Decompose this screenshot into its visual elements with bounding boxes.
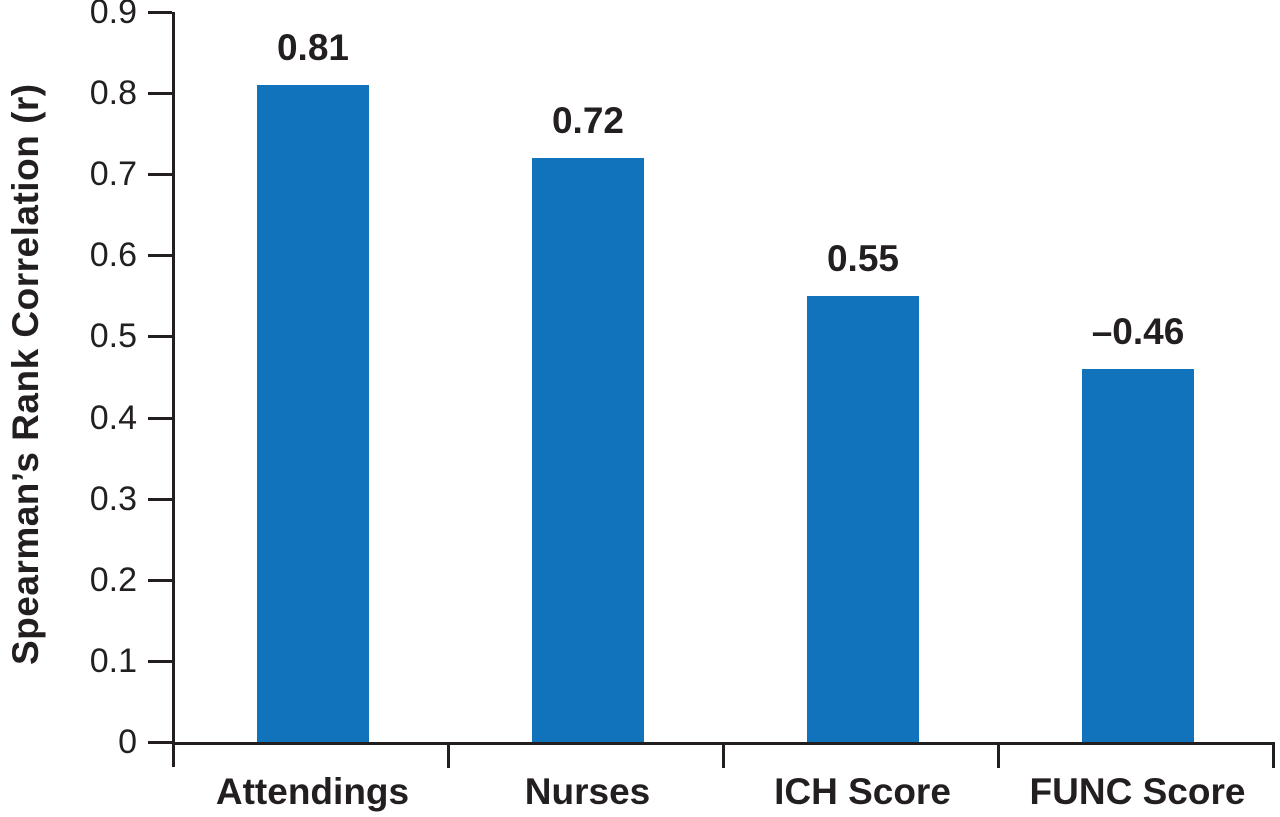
y-axis-tick	[148, 254, 172, 257]
y-axis-tick	[148, 173, 172, 176]
y-axis-tick	[148, 92, 172, 95]
y-axis-tick	[148, 498, 172, 501]
y-axis-tick-label: 0.2	[89, 561, 137, 599]
y-axis-tick	[148, 660, 172, 663]
y-axis-tick-label: 0.4	[89, 399, 137, 437]
x-axis-category-label: Attendings	[215, 771, 410, 812]
y-axis-tick-label: 0.1	[89, 642, 137, 680]
x-axis-tick	[722, 742, 725, 768]
y-axis-tick-label: 0.9	[89, 0, 137, 31]
y-axis-line	[172, 12, 175, 767]
y-axis-tick-label: 0.7	[89, 155, 137, 193]
bar-value-label: 0.72	[551, 100, 624, 141]
x-axis-category-label: FUNC Score	[1029, 771, 1246, 812]
bar	[807, 296, 919, 742]
x-axis-category-label: ICH Score	[774, 771, 951, 812]
y-axis-tick	[148, 11, 172, 14]
y-axis-tick-label: 0.6	[89, 236, 137, 274]
x-axis-category-label: Nurses	[524, 771, 651, 812]
y-axis-tick-label: 0.5	[89, 317, 137, 355]
y-axis-tick	[148, 417, 172, 420]
x-axis-tick	[1272, 742, 1275, 768]
bar-value-label: 0.55	[826, 238, 899, 279]
x-axis-tick	[447, 742, 450, 768]
y-axis-tick-label: 0.3	[89, 480, 137, 518]
y-axis-tick-label: 0	[118, 723, 137, 761]
y-axis-tick	[148, 579, 172, 582]
y-axis-tick	[148, 741, 172, 744]
bar-value-label: –0.46	[1091, 311, 1185, 352]
bar	[257, 85, 369, 742]
bar	[1082, 369, 1194, 742]
y-axis-tick	[148, 335, 172, 338]
y-axis-tick-label: 0.8	[89, 74, 137, 112]
x-axis-tick	[997, 742, 1000, 768]
bar	[532, 158, 644, 742]
y-axis-title: Spearman’s Rank Correlation (r)	[5, 83, 46, 665]
bar-value-label: 0.81	[276, 27, 349, 68]
